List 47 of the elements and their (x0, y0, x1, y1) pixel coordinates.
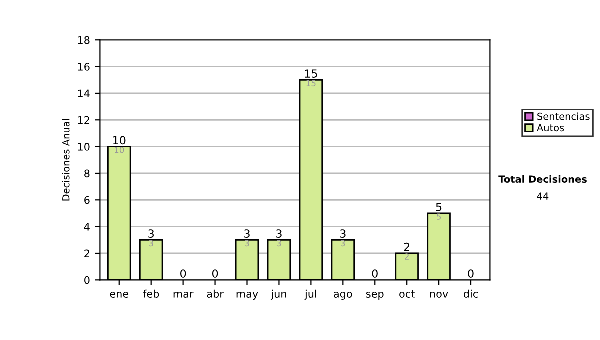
y-axis-title: Decisiones Anual (62, 119, 70, 201)
x-tick-label: abr (207, 290, 224, 298)
data-label: 10 (114, 146, 124, 154)
x-tick-label: ago (334, 292, 352, 300)
total-label: 5 (436, 203, 442, 212)
data-label: 3 (245, 240, 250, 247)
total-label: 15 (305, 70, 318, 78)
legend-label: Sentencias (538, 112, 590, 120)
total-label: 0 (468, 270, 474, 278)
total-label: 0 (180, 270, 186, 278)
total-label: 10 (114, 136, 126, 145)
legend-label: Autos (537, 124, 564, 132)
total-label: 3 (340, 230, 346, 238)
text: Total Decisiones (498, 175, 587, 184)
y-tick-label: 8 (84, 170, 90, 178)
y-tick-label: 6 (84, 196, 90, 204)
x-tick-label: nov (430, 292, 448, 298)
y-tick-label: 18 (78, 36, 90, 44)
y-tick-label: 10 (78, 143, 90, 151)
total-label: 0 (372, 270, 378, 278)
data-label: 2 (405, 254, 409, 260)
x-tick-label: may (236, 292, 258, 300)
x-tick-label: dic (464, 290, 478, 298)
data-label: 3 (341, 240, 346, 247)
total-label: 2 (404, 242, 410, 252)
x-tick-label: sep (366, 292, 384, 300)
x-tick-label: mar (174, 292, 194, 298)
total-label: 3 (276, 230, 282, 238)
data-label: 15 (306, 80, 316, 87)
x-tick-label: jun (270, 290, 286, 300)
y-tick-label: 2 (84, 250, 90, 258)
data-label: 5 (437, 214, 441, 220)
y-tick-label: 0 (84, 276, 90, 284)
x-tick-label: ene (110, 292, 129, 298)
x-tick-label: oct (400, 290, 415, 298)
data-label: 3 (277, 240, 282, 247)
y-tick-label: 14 (78, 90, 90, 98)
x-tick-label: jul (304, 290, 316, 300)
x-tick-label: feb (143, 290, 160, 298)
y-tick-label: 12 (78, 116, 90, 124)
total-label: 3 (148, 230, 154, 238)
text: 44 (537, 192, 549, 200)
y-tick-label: 4 (84, 223, 90, 231)
total-label: 3 (244, 230, 250, 238)
total-label: 0 (212, 270, 218, 278)
y-tick-label: 16 (78, 63, 90, 71)
data-label: 3 (149, 240, 154, 247)
